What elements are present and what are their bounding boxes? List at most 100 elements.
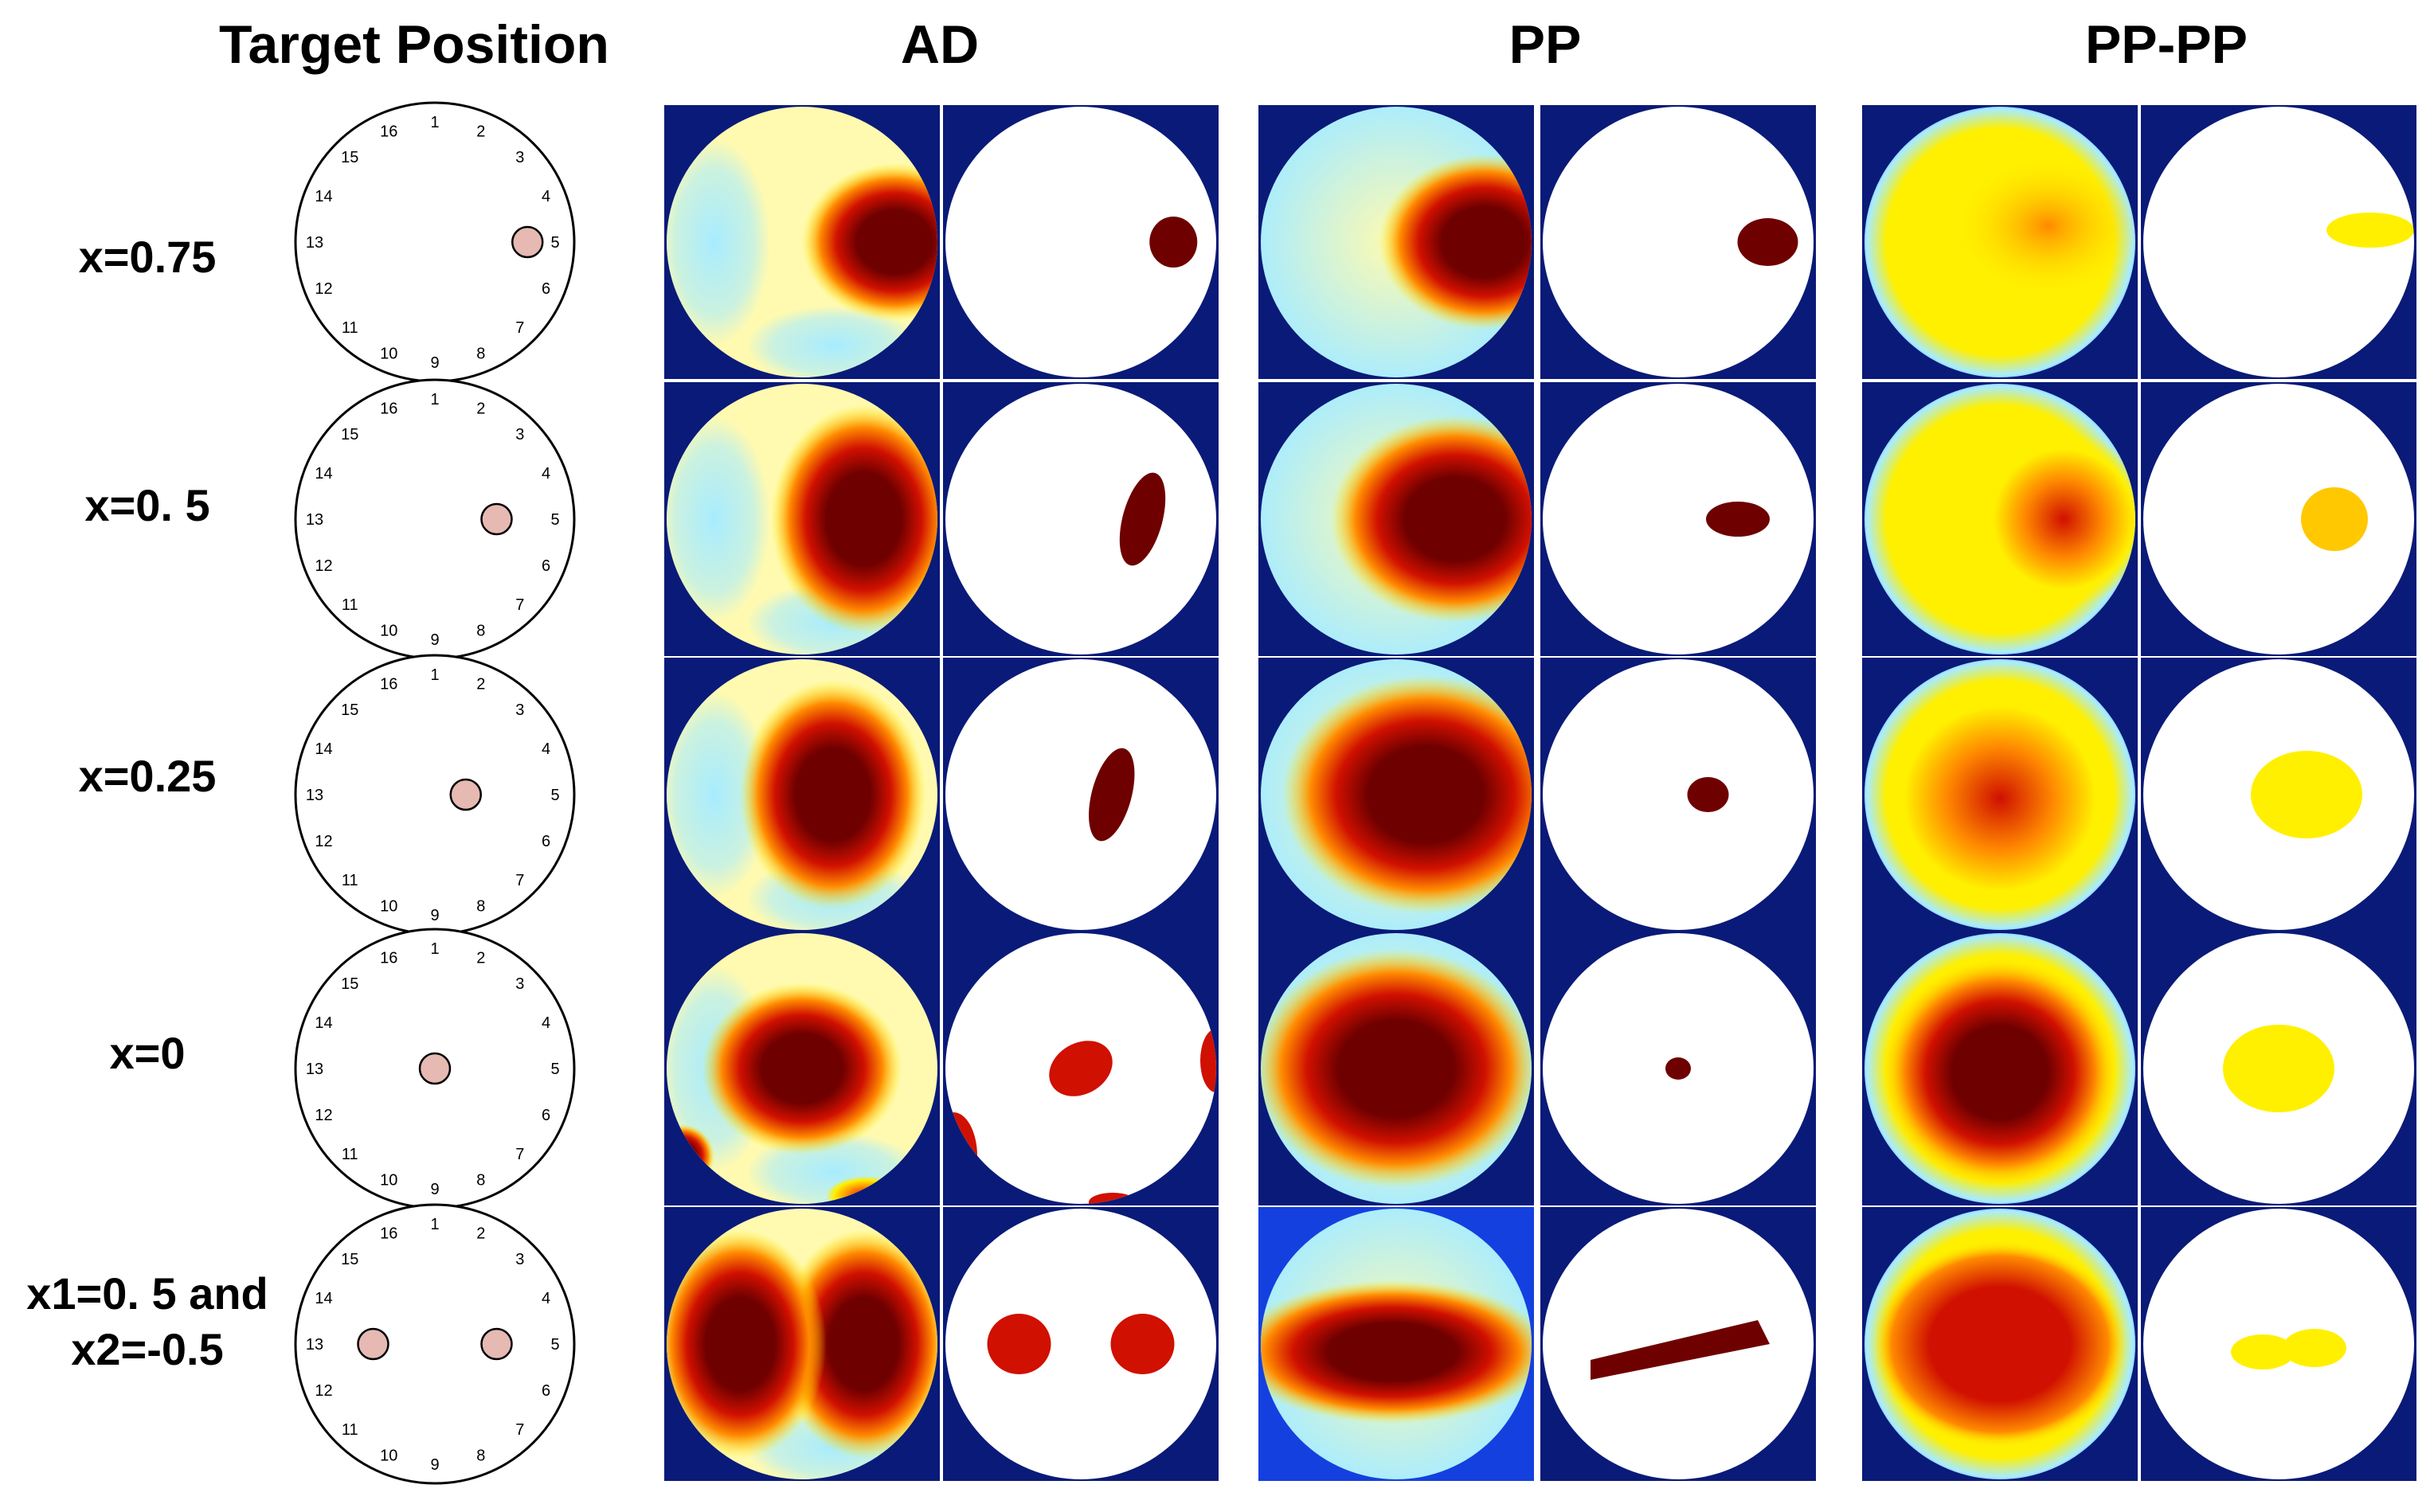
target-inclusion — [480, 502, 513, 536]
pp-pp-segmented-image — [2141, 1207, 2416, 1481]
low-conductivity-region — [667, 139, 770, 346]
segmented-target — [1665, 1057, 1691, 1080]
electrode-label: 1 — [430, 666, 439, 684]
row-label-line: x2=-0.5 — [71, 1324, 224, 1374]
row-label-4: x=0 — [0, 1026, 295, 1081]
electrode-label: 13 — [306, 234, 323, 252]
segmented-target — [2326, 213, 2414, 248]
electrode-label: 5 — [550, 787, 559, 804]
electrode-label: 10 — [380, 346, 397, 363]
reconstructed-target — [801, 163, 937, 321]
header-pp-pp: PP-PP — [2084, 14, 2248, 75]
electrode-label: 2 — [476, 675, 485, 693]
electrode-label: 11 — [342, 596, 358, 614]
segmented-target — [1049, 1041, 1113, 1096]
target-inclusion — [511, 225, 544, 259]
pp-conductivity-image — [1258, 1207, 1534, 1481]
pp-pp-conductivity-image — [1862, 382, 2138, 656]
electrode-label: 7 — [515, 319, 524, 337]
electrode-label: 8 — [476, 346, 485, 363]
electrode-label: 3 — [515, 975, 524, 993]
pp-segmented-image — [1540, 382, 1816, 656]
electrode-label: 5 — [550, 511, 559, 529]
electrode-label: 16 — [380, 400, 397, 417]
electrode-label: 1 — [430, 114, 439, 131]
electrode-label: 5 — [550, 1061, 559, 1078]
reconstructed-target — [1880, 683, 2119, 914]
electrode-label: 6 — [542, 1107, 550, 1124]
ad-segmented-image — [943, 105, 1219, 379]
electrode-label: 9 — [430, 1181, 439, 1198]
electrode-label: 6 — [542, 833, 550, 850]
row-label-5: x1=0. 5 and x2=-0.5 — [0, 1266, 295, 1377]
reconstructed-target — [667, 1229, 827, 1459]
electrode-label: 4 — [542, 740, 550, 758]
electrode-label: 3 — [515, 701, 524, 719]
reconstructed-target — [1379, 154, 1532, 330]
low-conductivity-region — [667, 416, 770, 623]
pp-pp-segmented-image — [2141, 105, 2416, 379]
ad-conductivity-image — [664, 1207, 940, 1481]
segmented-target — [2283, 1329, 2346, 1367]
row-label-3: x=0.25 — [0, 748, 295, 804]
reconstructed-target — [1282, 675, 1532, 914]
electrode-label: 1 — [430, 940, 439, 958]
segmented-target — [1149, 217, 1198, 268]
reconstructed-target — [1330, 416, 1532, 623]
reconstructed-target — [1952, 154, 2135, 298]
reconstructed-target — [739, 680, 926, 909]
electrode-label: 14 — [315, 188, 332, 205]
target-inclusion — [449, 778, 482, 811]
ad-conductivity-image — [664, 105, 940, 379]
row-label-line: x1=0. 5 and — [26, 1268, 268, 1319]
pp-conductivity-image — [1258, 105, 1534, 379]
pp-segmented-image — [1540, 932, 1816, 1205]
reconstructed-target — [777, 1229, 937, 1459]
electrode-label: 9 — [430, 631, 439, 649]
electrode-label: 14 — [315, 465, 332, 483]
electrode-label: 12 — [315, 280, 332, 298]
reconstructed-target — [1261, 949, 1532, 1188]
reconstructed-target — [702, 983, 902, 1155]
electrode-label: 6 — [542, 280, 550, 298]
reconstructed-target — [770, 404, 937, 634]
ad-segmented-image — [943, 658, 1219, 932]
tank-boundary — [294, 378, 576, 660]
pp-pp-conductivity-image — [1862, 1207, 2138, 1481]
target-inclusion — [357, 1327, 389, 1361]
electrode-label: 1 — [430, 1216, 439, 1233]
electrode-label: 16 — [380, 1225, 397, 1242]
electrode-label: 16 — [380, 675, 397, 693]
electrode-label: 11 — [342, 1421, 358, 1439]
electrode-label: 13 — [306, 787, 323, 804]
electrode-label: 15 — [341, 701, 358, 719]
electrode-label: 3 — [515, 149, 524, 166]
pp-conductivity-image — [1258, 382, 1534, 656]
row-label-line: x=0 — [109, 1028, 186, 1078]
electrode-label: 11 — [342, 1146, 358, 1163]
tank-boundary — [294, 654, 576, 936]
pp-pp-conductivity-image — [1862, 105, 2138, 379]
reconstructed-target — [1872, 1240, 2127, 1448]
electrode-label: 1 — [430, 391, 439, 408]
electrode-label: 7 — [515, 596, 524, 614]
segmented-target — [1089, 748, 1135, 842]
segmented-target — [1119, 472, 1166, 566]
electrode-label: 4 — [542, 465, 550, 483]
pp-pp-conductivity-image — [1862, 932, 2138, 1205]
electrode-label: 9 — [430, 907, 439, 924]
pp-pp-segmented-image — [2141, 658, 2416, 932]
electrode-label: 8 — [476, 623, 485, 640]
segmented-target — [987, 1314, 1051, 1374]
tank-boundary — [294, 1203, 576, 1485]
electrode-label: 11 — [342, 872, 358, 889]
electrode-label: 10 — [380, 1172, 397, 1190]
electrode-label: 12 — [315, 557, 332, 575]
electrode-label: 15 — [341, 1251, 358, 1268]
electrode-label: 13 — [306, 511, 323, 529]
row-label-2: x=0. 5 — [0, 478, 295, 533]
segmented-target — [1706, 502, 1770, 537]
